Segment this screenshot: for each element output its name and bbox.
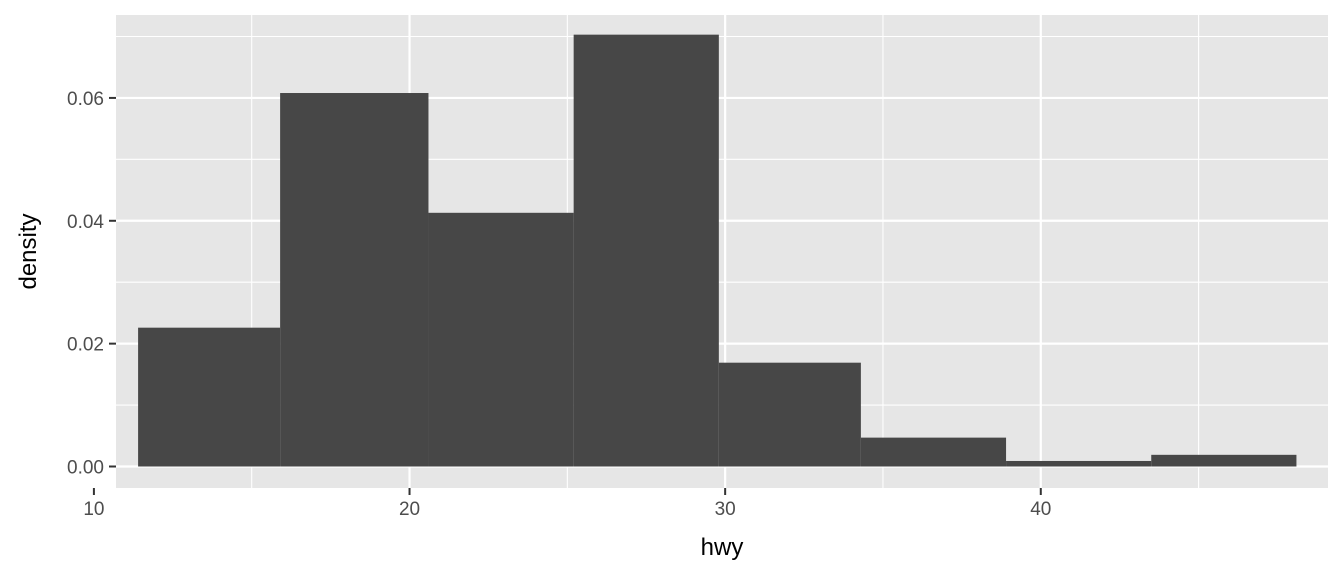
histogram-bar <box>1151 454 1297 467</box>
x-tick-label: 30 <box>715 499 736 520</box>
histogram-bars <box>138 34 1297 467</box>
y-axis-title: density <box>15 213 42 289</box>
x-axis-title: hwy <box>701 534 744 561</box>
y-tick-label: 0.04 <box>67 212 104 233</box>
histogram-bar <box>860 437 1007 467</box>
x-tick-label: 40 <box>1030 499 1051 520</box>
histogram-bar <box>138 327 281 467</box>
y-axis: 0.00 0.02 0.04 0.06 <box>67 89 116 479</box>
x-tick-label: 10 <box>83 499 104 520</box>
y-tick-label: 0.02 <box>67 335 104 356</box>
y-tick-label: 0.00 <box>67 458 104 479</box>
histogram-bar <box>428 212 574 467</box>
x-tick-label: 20 <box>399 499 420 520</box>
histogram-bar <box>573 34 719 467</box>
x-axis: 10 20 30 40 <box>83 488 1051 520</box>
histogram-bar <box>280 93 429 467</box>
y-tick-label: 0.06 <box>67 89 104 110</box>
histogram-bar <box>718 362 861 467</box>
histogram-bar <box>1006 460 1152 467</box>
